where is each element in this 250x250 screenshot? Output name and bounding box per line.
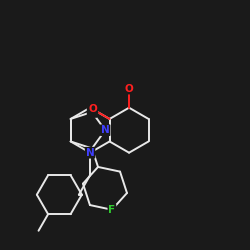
Text: O: O	[89, 104, 98, 115]
Text: O: O	[125, 84, 134, 94]
Text: N: N	[86, 148, 94, 158]
Text: N: N	[101, 125, 110, 135]
Text: F: F	[108, 205, 116, 215]
Text: N: N	[88, 107, 96, 117]
